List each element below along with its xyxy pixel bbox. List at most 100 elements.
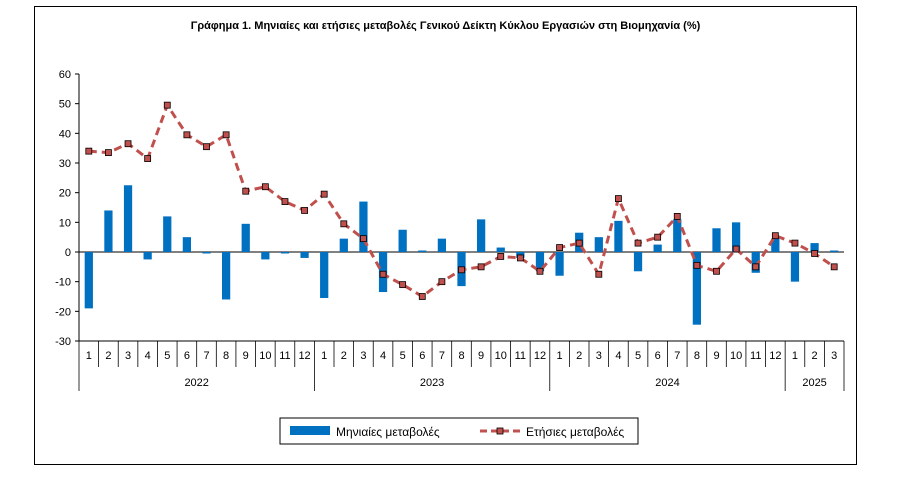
legend-label-monthly: Μηνιαίες μεταβολές: [336, 425, 440, 439]
annual-point: [673, 212, 681, 220]
annual-point: [595, 270, 603, 278]
legend-box: [279, 417, 639, 445]
monthly-bar: [594, 237, 603, 252]
x-tick-label: 6: [419, 350, 425, 362]
monthly-bar: [535, 252, 545, 272]
x-tick-label: 4: [145, 350, 151, 362]
annual-point: [752, 263, 760, 271]
monthly-bar: [221, 252, 231, 300]
x-tick-label: 4: [615, 350, 621, 362]
monthly-bar: [633, 252, 643, 272]
y-tick-label: 40: [59, 128, 71, 140]
monthly-bar: [810, 243, 819, 252]
y-tick-label: 0: [65, 247, 71, 259]
x-tick-label: 12: [769, 350, 781, 362]
annual-point: [340, 220, 348, 228]
x-tick-label: 4: [380, 350, 386, 362]
monthly-bar: [830, 250, 839, 252]
y-tick-label: -10: [55, 277, 71, 289]
y-tick-label: -20: [55, 306, 71, 318]
monthly-bar: [84, 252, 93, 309]
x-tick-label: 11: [750, 350, 761, 362]
annual-point: [811, 250, 818, 257]
x-tick-label: 8: [694, 350, 700, 362]
monthly-bar: [320, 252, 329, 298]
annual-point: [399, 281, 407, 289]
annual-point: [203, 143, 210, 151]
x-tick-label: 2: [105, 350, 111, 362]
monthly-bar: [790, 252, 800, 282]
x-tick-label: 3: [831, 350, 837, 362]
x-tick-label: 2: [341, 350, 347, 362]
y-tick-label: 50: [59, 99, 71, 111]
x-tick-label: 9: [243, 350, 249, 362]
monthly-bar: [437, 238, 447, 252]
x-tick-label: 10: [730, 350, 742, 362]
year-label: 2022: [184, 377, 208, 389]
monthly-bar: [476, 219, 486, 252]
annual-point: [379, 270, 387, 278]
monthly-bar: [731, 222, 741, 252]
x-tick-label: 7: [203, 350, 209, 362]
chart-legend: Μηνιαίες μεταβολές Ετήσιες μεταβολές: [279, 417, 639, 445]
monthly-bar: [202, 252, 211, 254]
x-tick-label: 12: [298, 350, 310, 362]
legend-bar-swatch: [290, 426, 330, 435]
x-tick-label: 10: [495, 350, 507, 362]
monthly-bar: [123, 185, 133, 252]
x-tick-label: 3: [125, 350, 131, 362]
annual-point: [163, 101, 171, 109]
annual-point: [124, 140, 132, 148]
x-tick-label: 1: [86, 350, 92, 362]
legend-label-annual: Ετήσιες μεταβολές: [526, 425, 624, 439]
monthly-bar: [712, 228, 721, 252]
x-tick-label: 12: [534, 350, 546, 362]
annual-point: [301, 207, 308, 214]
annual-point: [85, 147, 93, 155]
y-tick-label: 20: [59, 188, 71, 200]
annual-point: [183, 131, 191, 139]
year-label: 2023: [420, 377, 444, 389]
monthly-bar: [300, 252, 309, 258]
annual-point: [477, 263, 485, 271]
x-tick-label: 7: [674, 350, 680, 362]
x-tick-label: 3: [360, 350, 366, 362]
annual-point: [830, 263, 838, 271]
x-tick-label: 7: [439, 350, 445, 362]
y-tick-label: 30: [59, 158, 71, 170]
x-tick-label: 5: [400, 350, 406, 362]
annual-point: [360, 235, 367, 243]
year-label: 2024: [655, 377, 679, 389]
monthly-bar: [339, 238, 348, 252]
monthly-bar: [555, 252, 564, 276]
annual-point: [575, 239, 583, 247]
x-tick-label: 1: [792, 350, 798, 362]
monthly-bars: [84, 185, 839, 325]
monthly-bar: [692, 252, 702, 325]
x-tick-label: 6: [184, 350, 190, 362]
x-tick-label: 3: [596, 350, 602, 362]
annual-point: [281, 198, 289, 205]
monthly-bar: [673, 219, 682, 252]
x-tick-label: 8: [223, 350, 229, 362]
annual-point: [634, 239, 642, 247]
monthly-bar: [751, 252, 760, 273]
monthly-bar: [653, 244, 662, 252]
x-tick-label: 1: [321, 350, 327, 362]
monthly-bar: [771, 238, 780, 252]
monthly-bar: [614, 220, 623, 252]
x-tick-label: 5: [635, 350, 641, 362]
y-tick-label: 10: [59, 217, 71, 229]
monthly-bar: [163, 216, 172, 252]
annual-point: [693, 261, 701, 269]
x-tick-label: 6: [655, 350, 661, 362]
monthly-bar: [398, 229, 407, 252]
x-tick-label: 10: [259, 350, 271, 362]
annual-point: [261, 183, 269, 191]
y-tick-label: -30: [55, 336, 71, 348]
annual-point: [320, 190, 328, 198]
monthly-bar: [143, 252, 152, 260]
annual-line: [85, 101, 838, 300]
annual-point: [497, 253, 505, 260]
